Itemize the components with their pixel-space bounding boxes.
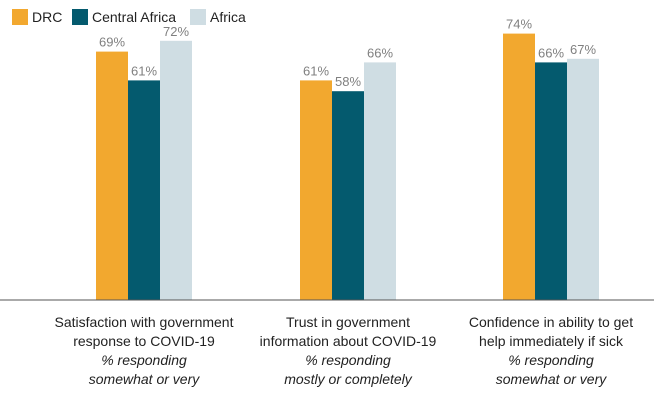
legend-swatch-central-africa: [72, 9, 88, 25]
value-label-drc-cat-2: 61%: [303, 63, 329, 78]
category-1-sublabel-line-1: % responding: [101, 352, 187, 368]
bar-central-africa-cat-1: [128, 80, 160, 301]
category-3-label-line-2: help immediately if sick: [479, 333, 624, 349]
bar-drc-cat-2: [300, 80, 332, 301]
bar-africa-cat-1: [160, 40, 192, 301]
bar-africa-cat-3: [567, 58, 599, 300]
value-label-central-africa-cat-1: 61%: [131, 63, 157, 78]
value-label-africa-cat-2: 66%: [367, 45, 393, 60]
category-labels: Satisfaction with government response to …: [55, 314, 634, 387]
bar-central-africa-cat-2: [332, 91, 364, 300]
value-label-drc-cat-3: 74%: [506, 17, 532, 32]
legend-label-africa: Africa: [210, 9, 246, 25]
value-label-drc-cat-1: 69%: [99, 35, 125, 50]
value-labels: 69% 61% 74% 61% 58% 66% 72% 66% 67%: [99, 17, 596, 90]
bar-africa-cat-2: [364, 62, 396, 301]
legend-label-central-africa: Central Africa: [92, 9, 176, 25]
value-label-central-africa-cat-3: 66%: [538, 45, 564, 60]
bars: [96, 33, 599, 301]
category-1-label-line-2: response to COVID-19: [73, 333, 215, 349]
category-2-sublabel-line-1: % responding: [305, 352, 391, 368]
value-label-africa-cat-1: 72%: [163, 24, 189, 39]
bar-drc-cat-3: [503, 33, 535, 300]
category-2-label-line-2: information about COVID-19: [260, 333, 437, 349]
category-3-label-line-1: Confidence in ability to get: [469, 314, 633, 330]
category-1-label-line-1: Satisfaction with government: [55, 314, 234, 330]
legend-swatch-drc: [12, 9, 28, 25]
value-label-africa-cat-3: 67%: [570, 42, 596, 57]
legend-swatch-africa: [190, 9, 206, 25]
category-2-label-line-1: Trust in government: [286, 314, 410, 330]
bar-central-africa-cat-3: [535, 62, 567, 301]
category-3-sublabel-line-1: % responding: [508, 352, 594, 368]
bar-drc-cat-1: [96, 51, 128, 300]
category-1-sublabel-line-2: somewhat or very: [89, 371, 200, 387]
category-2-sublabel-line-2: mostly or completely: [284, 371, 413, 387]
value-label-central-africa-cat-2: 58%: [335, 74, 361, 89]
legend: DRC Central Africa Africa: [12, 9, 246, 25]
category-3-sublabel-line-2: somewhat or very: [496, 371, 607, 387]
legend-label-drc: DRC: [32, 9, 62, 25]
